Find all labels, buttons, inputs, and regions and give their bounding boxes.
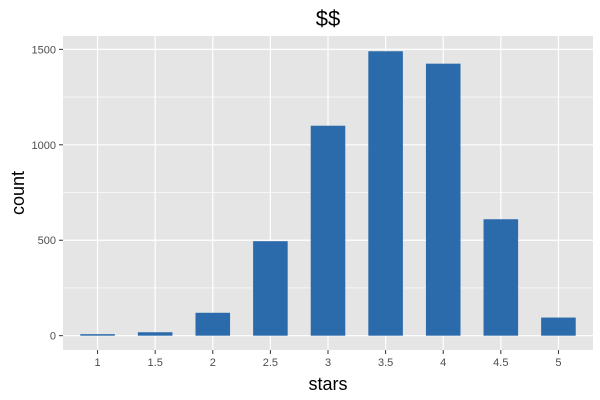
x-tick-label: 5 (555, 357, 561, 369)
y-tick-label: 0 (50, 331, 56, 343)
bar (195, 312, 231, 336)
chart-title: $$ (316, 6, 340, 31)
x-tick-label: 1.5 (148, 357, 163, 369)
x-tick-label: 3 (325, 357, 331, 369)
y-tick-label: 500 (38, 235, 56, 247)
y-axis-title: count (8, 171, 28, 215)
bar (368, 51, 403, 336)
x-tick-label: 1 (95, 357, 101, 369)
x-axis-title: stars (308, 374, 347, 394)
y-tick-label: 1500 (32, 44, 56, 56)
bar (137, 332, 173, 336)
bar (425, 63, 461, 336)
bar (310, 125, 346, 336)
x-tick-label: 4.5 (493, 357, 508, 369)
x-axis-ticks: 1 1.5 2 2.5 3 3.5 4 4.5 5 (95, 350, 561, 369)
x-tick-label: 2.5 (263, 357, 278, 369)
x-tick-label: 4 (440, 357, 446, 369)
y-axis-ticks: 0 500 1000 1500 (32, 44, 63, 343)
x-tick-label: 3.5 (378, 357, 393, 369)
x-tick-label: 2 (210, 357, 216, 369)
bar (253, 241, 288, 336)
bar (80, 334, 115, 336)
bar (483, 219, 519, 336)
bar (541, 317, 576, 336)
bars (80, 51, 576, 336)
y-tick-label: 1000 (32, 140, 56, 152)
